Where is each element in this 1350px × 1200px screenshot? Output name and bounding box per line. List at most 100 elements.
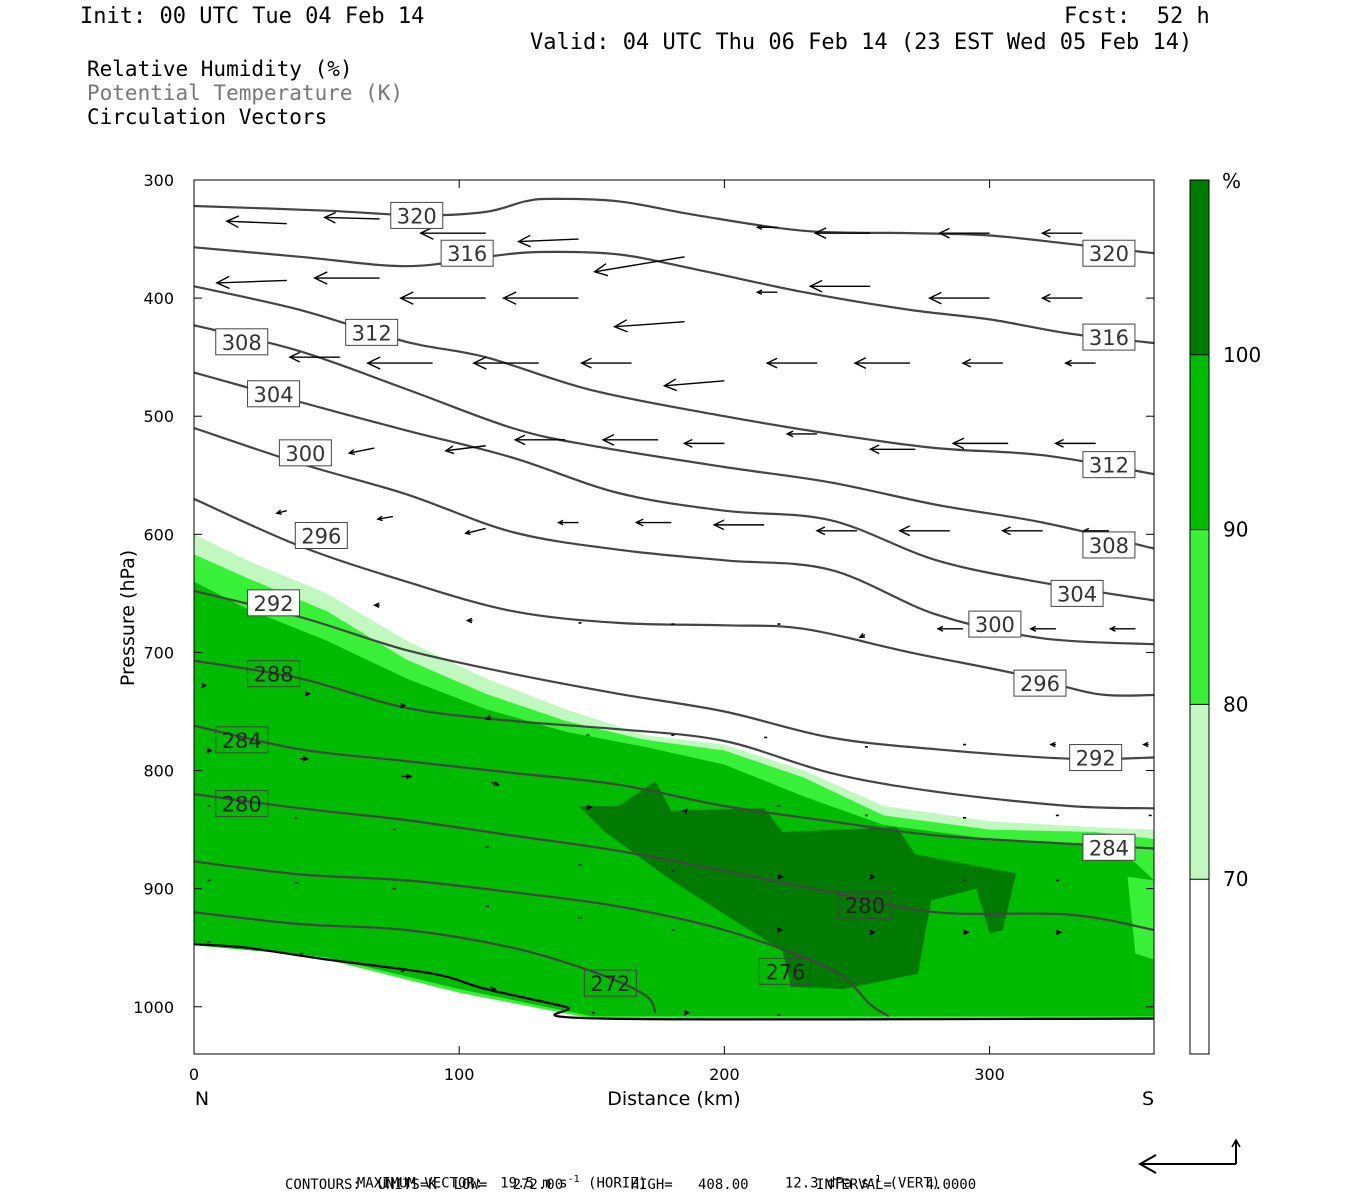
vector-head (951, 437, 965, 450)
vector-shaft (465, 527, 486, 535)
vector-head (634, 518, 644, 527)
contour-label-box (247, 660, 301, 688)
max-vector-horiz-unit: (HORIZ) (579, 1175, 648, 1192)
vector-head (765, 357, 778, 369)
contour-label-text: 284 (1089, 836, 1129, 860)
field-label-theta: Potential Temperature (K) (87, 81, 404, 105)
vector-head (304, 690, 311, 697)
init-time-text: Init: 00 UTC Tue 04 Feb 14 (80, 4, 425, 29)
vector-head (201, 682, 208, 689)
x-axis-label: Distance (km) (607, 1088, 740, 1110)
vector-head (586, 804, 594, 810)
vector-arrow (927, 291, 990, 305)
colorbar-segment (1190, 354, 1209, 530)
contour-label-text: 320 (397, 204, 437, 228)
vector-arrow (777, 874, 785, 880)
contour-label-text: 288 (254, 663, 294, 687)
vector-arrow (937, 227, 990, 239)
contour-label-308: 308 (215, 328, 269, 356)
vector-shaft (324, 216, 380, 220)
plot-frame (193, 179, 1155, 1055)
vector-arrow (586, 804, 594, 810)
vector-head (490, 986, 497, 992)
vector-head (858, 632, 865, 638)
contour-label-text: 276 (765, 960, 805, 984)
theta-contour-272 (194, 911, 657, 1014)
vector-arrow (1029, 625, 1056, 632)
vector-arrow (936, 625, 964, 632)
colorbar-level-label: 70 (1223, 867, 1248, 891)
vector-head (963, 929, 970, 936)
vector-head (516, 234, 531, 248)
vector-head (302, 755, 310, 762)
vector-head (682, 808, 689, 815)
vector-arrow (399, 291, 486, 305)
contour-label-box (294, 522, 348, 550)
vector-shaft (226, 220, 287, 225)
vector-head (400, 702, 407, 709)
x-tick-label: 100 (444, 1065, 475, 1084)
vector-head (406, 773, 413, 780)
vector-arrow (898, 525, 950, 537)
vector-head (813, 227, 827, 240)
contour-label-320: 320 (390, 201, 444, 229)
vector-head (927, 291, 942, 305)
vector-arrow (225, 215, 287, 229)
vector-shaft (216, 279, 287, 284)
vector-head (288, 351, 301, 363)
theta-contour-292 (194, 589, 1154, 761)
y-tick-label: 400 (143, 289, 174, 308)
theta-contour-316 (194, 246, 1154, 345)
contour-label-292: 292 (247, 589, 301, 617)
vector-head (399, 291, 414, 305)
vector-head (1040, 293, 1051, 303)
colorbar-segment (1190, 704, 1209, 880)
vector-arrow (634, 518, 672, 527)
vector-arrow (1055, 929, 1063, 936)
colorbar-segment (1190, 879, 1209, 1054)
vector-arrow (776, 927, 784, 933)
vector-arrow (868, 444, 916, 455)
vector-head (465, 617, 473, 624)
contour-label-box (1082, 323, 1136, 351)
vector-arrow (1040, 293, 1083, 303)
contour-label-text: 304 (254, 383, 294, 407)
contour-label-316: 316 (440, 239, 494, 267)
vector-shaft (276, 510, 287, 514)
vector-head (313, 271, 328, 285)
contour-label-box (968, 610, 1022, 638)
vector-arrow (347, 447, 375, 456)
vector-arrow (366, 356, 433, 370)
contour-label-text: 316 (1089, 326, 1129, 350)
contour-label-272: 272 (583, 969, 637, 997)
vector-shaft (349, 447, 375, 454)
contour-label-text: 308 (1089, 534, 1129, 558)
vector-head (376, 515, 383, 522)
contour-label-text: 292 (1076, 747, 1116, 771)
vector-arrow (472, 356, 539, 370)
vector-arrow (815, 526, 857, 536)
max-vector-vert-value: 12.3 dPa s (784, 1175, 870, 1192)
vector-head (898, 525, 911, 537)
rh-hole-1 (1127, 876, 1154, 960)
vector-arrow (579, 357, 632, 369)
vector-arrow (593, 256, 685, 277)
colorbar-segment (1190, 180, 1209, 355)
vector-arrow (712, 519, 765, 531)
vector-arrow (323, 211, 380, 224)
contour-label-text: 296 (1020, 672, 1060, 696)
contour-label-288: 288 (247, 660, 301, 688)
vector-arrow (858, 632, 866, 638)
contour-label-300: 300 (278, 439, 332, 467)
vector-arrow (765, 357, 818, 369)
vector-arrow (1108, 625, 1136, 632)
vector-arrow (400, 702, 407, 709)
vector-head (869, 929, 876, 936)
vector-arrow (613, 319, 685, 333)
contour-label-text: 312 (1089, 454, 1129, 478)
vector-arrow (755, 224, 778, 231)
vector-arrow (1142, 741, 1149, 748)
vector-arrow (465, 617, 473, 624)
contour-label-box (1082, 531, 1136, 559)
